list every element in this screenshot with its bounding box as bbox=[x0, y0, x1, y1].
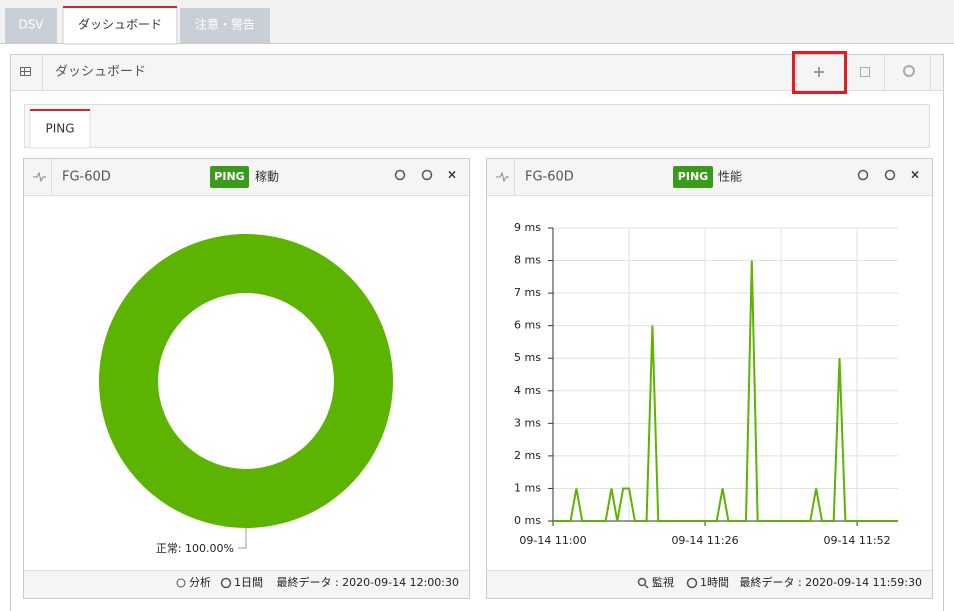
footer-text[interactable]: 1日間 bbox=[234, 576, 263, 589]
settings-button[interactable] bbox=[884, 169, 896, 181]
widget-device: FG-60D bbox=[62, 170, 111, 185]
settings-button[interactable] bbox=[421, 169, 433, 181]
panel-title: ダッシュボード bbox=[55, 65, 146, 80]
widget: FG-60D PING 稼動 × 分析 1日間 最終データ : 2020-09-… bbox=[23, 158, 470, 599]
settings-button[interactable] bbox=[903, 65, 915, 77]
y-tick-label: 3 ms bbox=[514, 416, 541, 429]
y-tick-label: 5 ms bbox=[514, 351, 541, 364]
refresh-button[interactable] bbox=[394, 169, 406, 181]
tab-label[interactable]: 注意・警告 bbox=[195, 17, 255, 32]
y-tick-label: 4 ms bbox=[514, 384, 541, 397]
badge: PING bbox=[678, 170, 708, 183]
panel-header bbox=[11, 55, 943, 90]
badge: PING bbox=[214, 170, 244, 183]
add-button[interactable] bbox=[814, 67, 824, 77]
footer-text[interactable]: 1時間 bbox=[700, 576, 729, 589]
x-tick-label: 09-14 11:26 bbox=[671, 534, 738, 547]
y-tick-label: 1 ms bbox=[514, 481, 541, 494]
y-tick-label: 2 ms bbox=[514, 449, 541, 462]
widget: FG-60D PING 性能 × 監視 1時間 最終データ : 2020-09-… bbox=[486, 158, 933, 599]
y-tick-label: 0 ms bbox=[514, 514, 541, 527]
footer-text: 最終データ : 2020-09-14 11:59:30 bbox=[739, 575, 922, 589]
x-tick-label: 09-14 11:00 bbox=[519, 534, 586, 547]
tab[interactable] bbox=[180, 8, 270, 43]
y-tick-label: 7 ms bbox=[514, 286, 541, 299]
footer-text: 最終データ : 2020-09-14 12:00:30 bbox=[276, 575, 459, 589]
grid-icon bbox=[20, 67, 31, 76]
y-tick-label: 8 ms bbox=[514, 254, 541, 267]
y-tick-label: 9 ms bbox=[514, 221, 541, 234]
widget-device: FG-60D bbox=[525, 170, 574, 185]
value-label: 正常: 100.00% bbox=[156, 542, 234, 555]
y-tick-label: 6 ms bbox=[514, 319, 541, 332]
widget-kind: 性能 bbox=[718, 170, 742, 184]
close-button[interactable]: × bbox=[910, 168, 920, 182]
tab-active[interactable] bbox=[62, 6, 178, 45]
highlight-box bbox=[792, 51, 847, 94]
tab[interactable] bbox=[5, 8, 57, 43]
save-button[interactable] bbox=[860, 67, 870, 77]
close-button[interactable]: × bbox=[447, 168, 457, 182]
tab-label[interactable]: ダッシュボード bbox=[78, 17, 162, 32]
data-line bbox=[553, 260, 898, 522]
donut-segment bbox=[99, 234, 393, 528]
footer-text[interactable]: 監視 bbox=[652, 575, 674, 589]
widget-kind: 稼動 bbox=[255, 169, 279, 184]
x-tick-label: 09-14 11:52 bbox=[823, 534, 890, 547]
subtab-bar bbox=[24, 104, 930, 148]
footer-text[interactable]: 分析 bbox=[189, 575, 211, 589]
refresh-button[interactable] bbox=[857, 169, 869, 181]
subtab-label[interactable]: PING bbox=[45, 122, 74, 136]
tab-label[interactable]: DSV bbox=[18, 18, 44, 32]
label-leader bbox=[238, 528, 247, 549]
